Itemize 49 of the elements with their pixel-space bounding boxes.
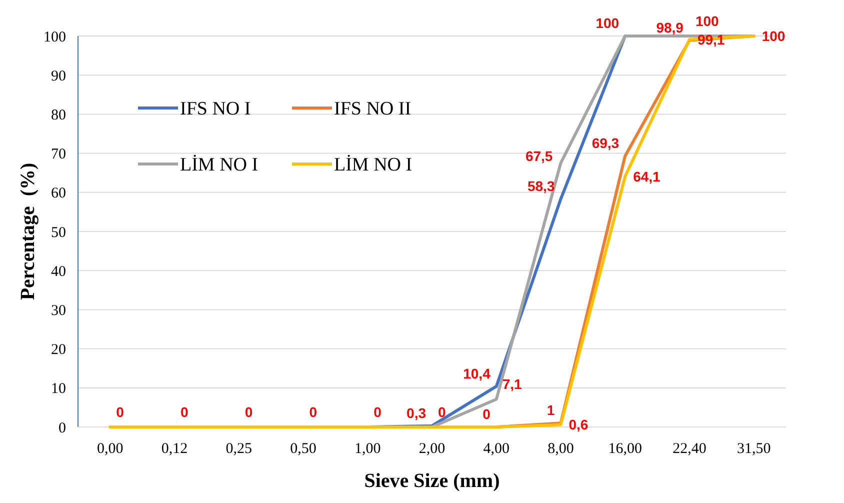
- data-label: 100: [695, 13, 720, 29]
- legend-label: LİM NO I: [334, 154, 412, 176]
- x-tick-label: 2,00: [418, 441, 446, 457]
- x-tick-label: 0,25: [226, 441, 252, 457]
- data-label: 10,4: [463, 365, 491, 382]
- y-tick-label: 100: [44, 29, 66, 46]
- y-tick-label: 80: [51, 107, 66, 124]
- y-tick-label: 20: [51, 342, 66, 358]
- x-tick-label: 4,00: [483, 441, 510, 457]
- x-tick-label: 1,00: [354, 441, 381, 457]
- x-axis-title: Sieve Size (mm): [364, 470, 500, 492]
- x-tick-label: 22,40: [672, 441, 706, 457]
- data-label: 0: [116, 404, 124, 420]
- y-tick-label: 90: [51, 68, 66, 84]
- x-tick-label: 31,50: [736, 441, 771, 457]
- data-label: 7,1: [502, 376, 522, 392]
- legend-label: IFS NO I: [180, 98, 251, 120]
- x-tick-label: 16,00: [608, 441, 642, 457]
- y-tick-label: 50: [51, 224, 66, 241]
- data-label: 99,1: [697, 32, 725, 48]
- data-label: 1: [546, 402, 555, 418]
- y-tick-label: 40: [51, 264, 66, 280]
- y-axis-title: Percentage (%): [17, 162, 39, 300]
- data-label: 0,6: [568, 416, 588, 433]
- data-label: 0: [438, 404, 446, 420]
- data-label: 100: [596, 15, 620, 31]
- legend-label: IFS NO II: [334, 98, 412, 120]
- y-tick-label: 0: [58, 420, 66, 436]
- data-label: 0: [244, 404, 253, 420]
- data-label: 58,3: [527, 178, 555, 194]
- data-label: 69,3: [592, 135, 620, 152]
- data-label: 0,3: [406, 404, 426, 421]
- data-label: 67,5: [525, 148, 553, 164]
- data-label: 0: [180, 404, 189, 420]
- legend-label: LİM NO I: [180, 154, 258, 176]
- y-tick-label: 70: [51, 146, 66, 163]
- data-label: 0: [309, 404, 318, 420]
- y-tick-label: 10: [51, 381, 66, 398]
- x-tick-label: 0,00: [97, 441, 124, 457]
- x-tick-label: 0,12: [161, 441, 188, 457]
- y-tick-label: 30: [51, 302, 66, 319]
- data-label: 0: [482, 406, 491, 422]
- x-tick-label: 0,50: [290, 441, 316, 457]
- data-label: 100: [762, 28, 786, 44]
- data-label: 64,1: [633, 168, 661, 184]
- x-tick-label: 8,00: [548, 441, 574, 457]
- data-label: 0: [374, 404, 382, 420]
- data-label: 98,9: [656, 19, 684, 36]
- y-tick-label: 60: [51, 186, 66, 202]
